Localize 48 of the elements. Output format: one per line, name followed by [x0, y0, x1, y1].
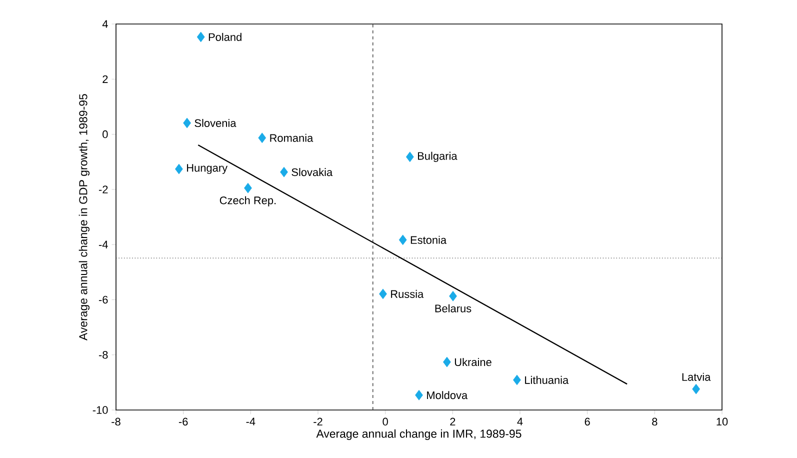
- y-tick-label: -4: [98, 240, 108, 248]
- y-tick-label: -2: [98, 186, 108, 194]
- x-tick-label: 6: [584, 418, 590, 426]
- point: [449, 290, 457, 302]
- point: [183, 118, 191, 128]
- x-axis-title: Average annual change in IMR, 1989-95: [316, 429, 522, 440]
- x-tick-label: 0: [382, 418, 388, 426]
- point: [280, 166, 288, 178]
- annotation: Czech Rep.: [220, 196, 276, 206]
- annotation: Moldova: [427, 391, 468, 400]
- annotation: Slovenia: [194, 118, 236, 128]
- x-tick-label: 2: [450, 418, 456, 426]
- point: [196, 32, 205, 42]
- point: [443, 356, 451, 368]
- annotation: Ukraine: [454, 358, 492, 366]
- x-tick-label: -4: [246, 418, 256, 426]
- x-tick-label: 8: [652, 418, 658, 426]
- x-tick-label: -6: [178, 418, 188, 426]
- point: [379, 288, 387, 300]
- y-tick-label: 0: [102, 130, 108, 138]
- annotation: Romania: [270, 134, 314, 142]
- x-tick-label: -8: [112, 418, 120, 426]
- y-tick-label: -6: [98, 296, 108, 304]
- point: [258, 132, 266, 144]
- y-axis-title: Average annual change in GDP growth, 1989-95: [78, 94, 90, 340]
- annotation: Russia: [391, 290, 424, 298]
- annotation: Slovakia: [292, 168, 333, 176]
- point: [692, 384, 700, 394]
- annotation: Bulgaria: [418, 152, 458, 162]
- point: [513, 374, 521, 386]
- x-tick-label: 4: [517, 418, 523, 426]
- point: [398, 234, 407, 246]
- point: [244, 182, 252, 194]
- point: [406, 152, 414, 162]
- y-tick-label: 4: [102, 20, 108, 28]
- annotation: Estonia: [410, 236, 447, 244]
- annotation: Hungary: [187, 164, 228, 174]
- y-tick-label: -10: [92, 406, 108, 414]
- annotation: Belarus: [435, 304, 472, 312]
- point: [175, 164, 183, 174]
- y-tick-label: -8: [98, 350, 108, 359]
- x-tick-label: 10: [716, 418, 728, 426]
- point: [415, 390, 423, 400]
- annotation: Poland: [208, 32, 242, 41]
- annotation: Latvia: [682, 372, 711, 381]
- y-tick-label: 2: [102, 75, 108, 83]
- annotation: Lithuania: [525, 376, 569, 384]
- x-tick-label: -2: [314, 418, 322, 426]
